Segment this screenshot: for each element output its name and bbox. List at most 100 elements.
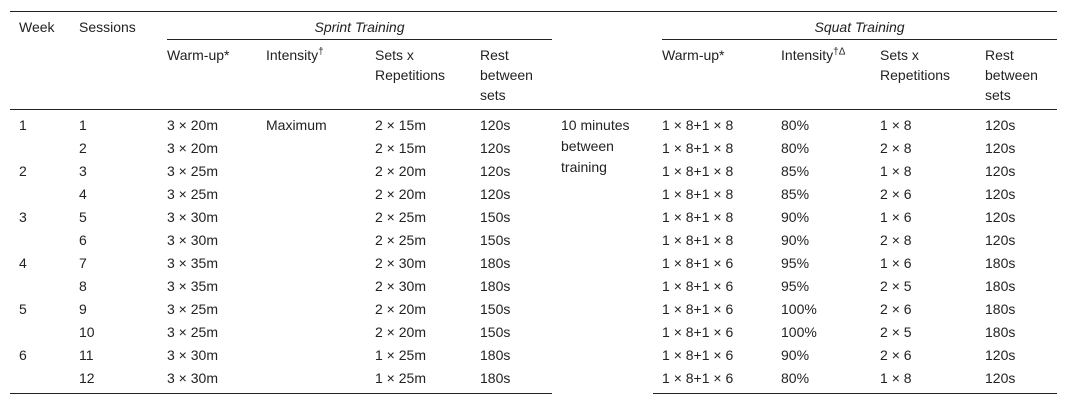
squat-intensity-cell: 95%	[781, 255, 810, 271]
sprint-intensity-cell	[257, 345, 366, 368]
squat-warmup-header: Warm-up*	[662, 47, 725, 63]
week-cell: 5	[19, 301, 27, 317]
squat-intensity-header: Intensity†Δ	[781, 46, 846, 63]
session-cell: 9	[79, 301, 87, 317]
sprint-sets-cell: 2 × 25m	[375, 209, 426, 225]
squat-warmup-cell: 1 × 8+1 × 8	[662, 163, 734, 179]
squat-training-header: Squat Training	[653, 11, 1058, 41]
sprint-warmup-cell: 3 × 30m	[158, 368, 257, 394]
squat-warmup-cell: 1 × 8+1 × 8	[662, 140, 734, 156]
sprint-sets-cell: 2 × 20m	[375, 163, 426, 179]
squat-sets-cell: 2 × 6	[880, 301, 912, 317]
sprint-rest-cell: 180s	[480, 278, 511, 294]
sprint-rest-cell: 150s	[480, 301, 511, 317]
sprint-intensity-cell	[257, 368, 366, 394]
sprint-sets-cell: 2 × 20m	[375, 324, 426, 340]
sprint-warmup-cell: 3 × 35m	[167, 278, 218, 294]
sprint-sets-cell: 2 × 30m	[375, 278, 426, 294]
squat-intensity-cell: 100%	[781, 301, 817, 317]
sprint-rest-cell: 180s	[471, 368, 553, 394]
week-cell: 6	[19, 347, 27, 363]
table-row: 4 3 × 25m 2 × 20m 120s 1 × 8+1 × 8 85% 2 × 6 12…	[10, 184, 1057, 207]
squat-warmup-cell: 1 × 8+1 × 6	[662, 324, 734, 340]
session-cell: 3	[79, 163, 87, 179]
squat-warmup-cell: 1 × 8+1 × 6	[662, 278, 734, 294]
week-cell	[10, 230, 70, 253]
sprint-rest-cell: 150s	[480, 324, 511, 340]
session-cell: 1	[70, 109, 158, 138]
table-row: 3 5 3 × 30m 2 × 25m 150s 1 × 8+1 × 8 90% 1 × 6 1…	[10, 207, 1057, 230]
squat-sets-cell: 1 × 8	[880, 163, 912, 179]
sprint-warmup-cell: 3 × 30m	[167, 347, 218, 363]
squat-rest-cell: 120s	[985, 163, 1016, 179]
squat-intensity-cell: 80%	[781, 140, 810, 156]
squat-sets-cell: 2 × 5	[880, 278, 912, 294]
squat-intensity-cell: 85%	[781, 163, 810, 179]
squat-intensity-cell: 80%	[772, 109, 872, 138]
gap-subheader	[552, 41, 653, 110]
squat-rest-cell: 120s	[985, 140, 1016, 156]
table-row: 10 3 × 25m 2 × 20m 150s 1 × 8+1 × 6 100% 2 × 5…	[10, 322, 1057, 345]
sprint-sets-cell: 2 × 15m	[375, 140, 426, 156]
session-cell: 4	[79, 186, 87, 202]
week-cell: 1	[10, 109, 70, 138]
squat-intensity-cell: 95%	[781, 278, 810, 294]
training-table: Week Sessions Sprint Training Squat Trai…	[10, 11, 1058, 394]
sprint-rest-cell: 120s	[480, 163, 511, 179]
session-cell: 7	[79, 255, 87, 271]
squat-sets-cell: 1 × 6	[880, 209, 912, 225]
squat-warmup-cell: 1 × 8+1 × 8	[662, 232, 734, 248]
sprint-rest-cell: 120s	[471, 109, 553, 138]
sprint-warmup-cell: 3 × 25m	[167, 163, 218, 179]
squat-intensity-cell: 90%	[781, 209, 810, 225]
week-cell: 4	[19, 255, 27, 271]
session-cell: 5	[79, 209, 87, 225]
week-cell	[10, 276, 70, 299]
sprint-sets-cell: 2 × 25m	[375, 232, 426, 248]
sprint-rest-header: Rest between sets	[480, 47, 533, 103]
sprint-rest-cell: 180s	[480, 255, 511, 271]
sprint-intensity-cell: Maximum	[257, 109, 366, 138]
table-row: 4 7 3 × 35m 2 × 30m 180s 1 × 8+1 × 6 95% 1 × 6 1…	[10, 253, 1057, 276]
sprint-warmup-cell: 3 × 20m	[158, 109, 257, 138]
squat-intensity-cell: 90%	[781, 347, 810, 363]
squat-rest-cell: 120s	[985, 232, 1016, 248]
squat-rest-cell: 180s	[985, 255, 1016, 271]
sprint-warmup-cell: 3 × 20m	[167, 140, 218, 156]
squat-intensity-cell: 80%	[772, 368, 872, 394]
squat-rest-cell: 120s	[985, 186, 1016, 202]
sprint-warmup-header: Warm-up*	[167, 47, 230, 63]
sprint-intensity-cell	[257, 207, 366, 230]
squat-rest-cell: 180s	[985, 278, 1016, 294]
squat-rest-cell: 120s	[976, 109, 1058, 138]
squat-intensity-cell: 100%	[781, 324, 817, 340]
squat-sets-cell: 2 × 5	[880, 324, 912, 340]
week-cell	[10, 184, 70, 207]
squat-intensity-cell: 90%	[781, 232, 810, 248]
table-row: 6 3 × 30m 2 × 25m 150s 1 × 8+1 × 8 90% 2 × 8 12…	[10, 230, 1057, 253]
session-cell: 11	[79, 347, 94, 363]
sprint-warmup-cell: 3 × 30m	[167, 232, 218, 248]
sprint-intensity-cell	[257, 184, 366, 207]
gap-header	[552, 11, 654, 41]
squat-sets-header: Sets x Repetitions	[880, 47, 951, 83]
squat-warmup-cell: 1 × 8+1 × 6	[662, 301, 734, 317]
sprint-rest-cell: 120s	[480, 186, 511, 202]
week-cell	[10, 138, 70, 161]
squat-sets-cell: 2 × 6	[880, 347, 912, 363]
squat-warmup-cell: 1 × 8+1 × 8	[662, 186, 734, 202]
sprint-intensity-cell	[257, 322, 366, 345]
squat-rest-cell: 120s	[985, 347, 1016, 363]
squat-rest-cell: 120s	[976, 368, 1058, 394]
sprint-warmup-cell: 3 × 25m	[167, 301, 218, 317]
sprint-warmup-cell: 3 × 25m	[167, 324, 218, 340]
squat-warmup-cell: 1 × 8+1 × 6	[662, 255, 734, 271]
sprint-intensity-cell	[257, 161, 366, 184]
week-cell: 3	[19, 209, 27, 225]
squat-warmup-cell: 1 × 8+1 × 8	[653, 109, 773, 138]
table-row: 5 9 3 × 25m 2 × 20m 150s 1 × 8+1 × 6 100% 2 × 6…	[10, 299, 1057, 322]
sprint-training-header: Sprint Training	[158, 11, 553, 41]
